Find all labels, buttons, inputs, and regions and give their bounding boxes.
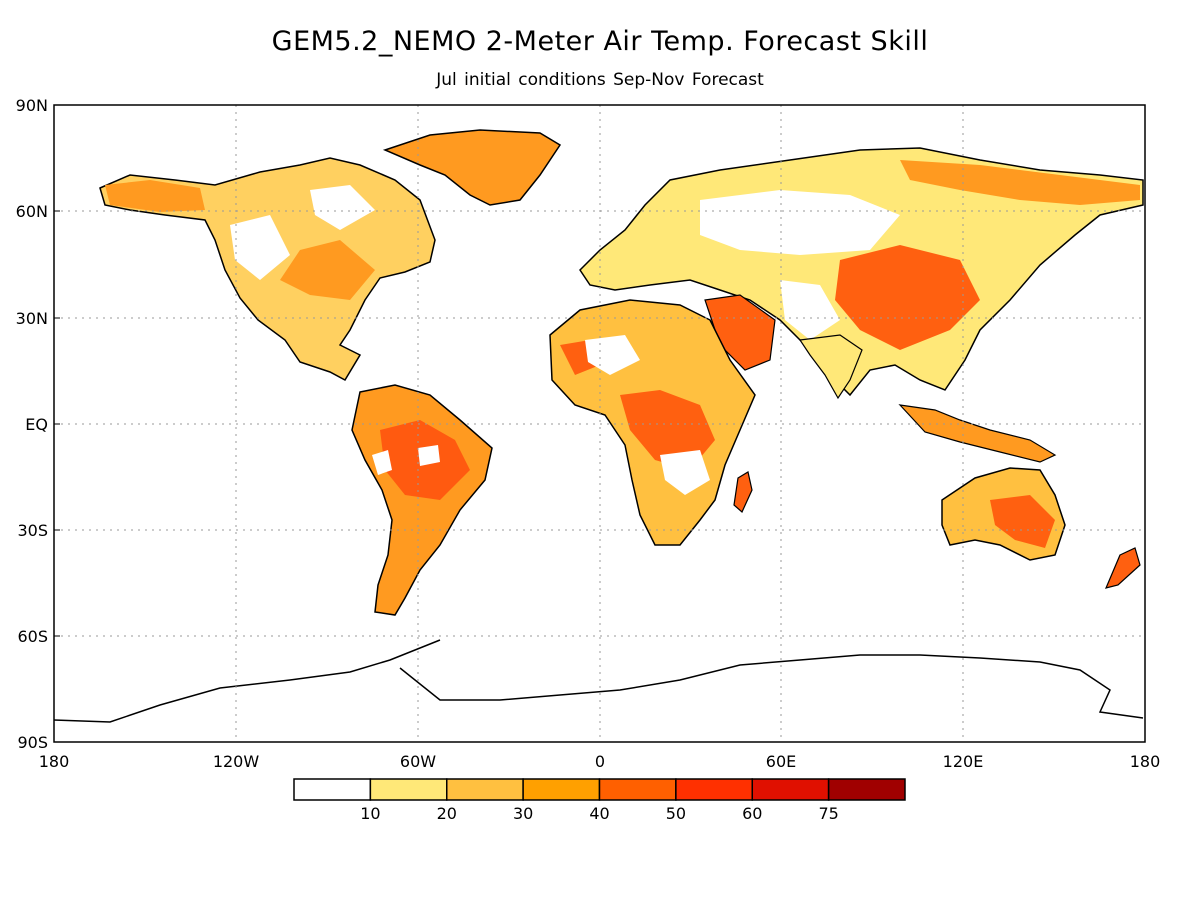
legend-swatch xyxy=(522,778,601,801)
region-north-america-low xyxy=(230,185,375,280)
landmass-greenland xyxy=(382,129,562,206)
legend-swatch xyxy=(675,778,753,801)
longitude-labels: 180 120W 60W 0 60E 120E 180 xyxy=(39,752,1161,771)
legend-label: 60 xyxy=(742,804,762,823)
map-subtitle: Jul initial conditions Sep-Nov Forecast xyxy=(436,70,764,90)
map-panel xyxy=(53,104,1146,743)
legend-label: 10 xyxy=(360,804,380,823)
lon-label-180w: 180 xyxy=(39,752,70,771)
lat-label-90n: 90N xyxy=(16,96,48,115)
legend-label: 20 xyxy=(437,804,457,823)
region-africa-high xyxy=(560,340,715,470)
landmass-madagascar xyxy=(733,471,753,513)
landmass-indonesia xyxy=(898,404,1057,463)
region-south-america-low xyxy=(372,445,440,475)
legend-swatch xyxy=(751,778,830,801)
lon-label-120w: 120W xyxy=(213,752,260,771)
gridlines xyxy=(54,105,1145,742)
region-asia-low xyxy=(700,190,900,340)
latitude-axis xyxy=(54,104,60,743)
lon-label-60e: 60E xyxy=(766,752,796,771)
legend-swatch xyxy=(446,778,524,801)
map-title: GEM5.2_NEMO 2-Meter Air Temp. Forecast S… xyxy=(271,26,929,57)
lat-label-eq: EQ xyxy=(25,415,48,434)
region-australia-high xyxy=(990,495,1055,548)
lon-label-180e: 180 xyxy=(1130,752,1161,771)
landmass-india xyxy=(798,334,863,400)
legend-swatch xyxy=(293,778,372,801)
lon-label-60w: 60W xyxy=(400,752,436,771)
legend-label: 75 xyxy=(818,804,838,823)
lat-label-30s: 30S xyxy=(17,521,48,540)
legend-label: 50 xyxy=(666,804,686,823)
lat-label-60n: 60N xyxy=(16,202,48,221)
legend-swatch xyxy=(369,778,448,801)
region-siberia-high xyxy=(900,160,1140,205)
lat-label-30n: 30N xyxy=(16,309,48,328)
legend-swatch xyxy=(598,778,677,801)
coastline-antarctica xyxy=(53,639,1144,723)
region-north-america-high xyxy=(105,180,375,300)
latitude-labels: 90N 60N 30N EQ 30S 60S 90S xyxy=(16,96,48,752)
lon-label-0: 0 xyxy=(595,752,605,771)
legend-label: 30 xyxy=(513,804,533,823)
lat-label-60s: 60S xyxy=(17,627,48,646)
legend-label: 40 xyxy=(589,804,609,823)
region-africa-low xyxy=(585,335,710,495)
region-asia-high xyxy=(835,245,980,350)
landmass-new-zealand xyxy=(1104,547,1141,589)
lat-label-90s: 90S xyxy=(17,733,48,752)
color-legend: 10 20 30 40 50 60 75 xyxy=(293,778,906,823)
lon-label-120e: 120E xyxy=(943,752,984,771)
legend-swatch xyxy=(827,778,906,801)
